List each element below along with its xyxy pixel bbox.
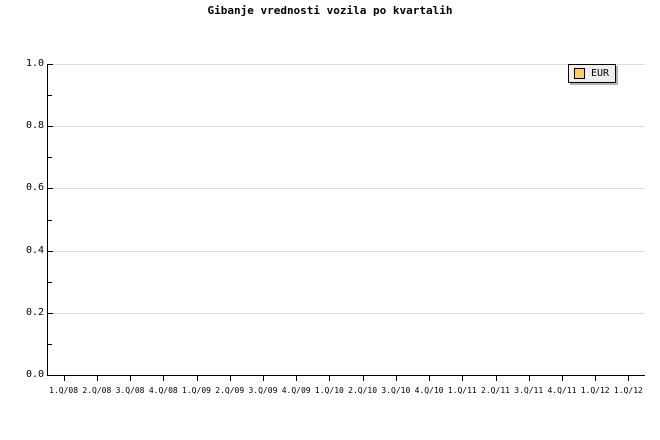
x-axis-tick bbox=[462, 376, 463, 381]
y-axis-tick bbox=[48, 126, 53, 128]
x-axis-tick bbox=[296, 376, 297, 381]
x-axis-tick bbox=[163, 376, 164, 381]
x-axis-tick bbox=[529, 376, 530, 381]
x-axis-tick-label: 4.Q/08 bbox=[148, 386, 178, 395]
x-axis-tick-label: 4.Q/10 bbox=[414, 386, 444, 395]
x-axis-tick-label: 2.Q/10 bbox=[348, 386, 378, 395]
y-axis-tick bbox=[48, 250, 53, 252]
x-axis-tick-label: 1.Q/08 bbox=[49, 386, 79, 395]
x-axis-tick-label: 3.Q/09 bbox=[248, 386, 278, 395]
x-axis-tick-label: 2.Q/08 bbox=[82, 386, 112, 395]
y-axis-tick bbox=[48, 375, 53, 376]
chart-title: Gibanje vrednosti vozila po kvartalih bbox=[207, 4, 453, 17]
x-axis-tick-label: 3.Q/11 bbox=[514, 386, 544, 395]
x-axis-tick bbox=[130, 376, 131, 381]
y-axis-minor-tick bbox=[48, 95, 52, 97]
y-axis-tick-label: 0.4 bbox=[25, 244, 44, 256]
y-axis-tick bbox=[48, 64, 53, 65]
x-axis-tick bbox=[496, 376, 497, 381]
gridline bbox=[47, 188, 645, 190]
x-axis-tick-label: 3.Q/08 bbox=[115, 386, 145, 395]
y-axis-minor-tick bbox=[48, 157, 52, 159]
x-axis-tick-label: 1.Q/10 bbox=[314, 386, 344, 395]
y-axis-tick-label: 0.2 bbox=[25, 306, 44, 318]
legend-label-eur: EUR bbox=[591, 68, 610, 79]
x-axis-tick bbox=[263, 376, 264, 381]
gridline bbox=[47, 126, 645, 128]
x-axis-tick bbox=[329, 376, 330, 381]
chart-legend[interactable]: EUR bbox=[568, 64, 617, 83]
x-axis-tick bbox=[562, 376, 563, 381]
gridline bbox=[47, 250, 645, 252]
x-axis-tick bbox=[64, 376, 65, 381]
x-axis-tick-label: 4.Q/11 bbox=[547, 386, 577, 395]
gridline bbox=[47, 64, 645, 65]
x-axis-tick-label: 1.Q/11 bbox=[447, 386, 477, 395]
x-axis-tick-label: 3.Q/10 bbox=[381, 386, 411, 395]
plot-area bbox=[47, 64, 645, 375]
x-axis-tick bbox=[396, 376, 397, 381]
x-axis-line bbox=[47, 375, 645, 376]
y-axis-tick-labels: 0.0 0.2 0.4 0.6 0.8 1.0 bbox=[0, 0, 44, 440]
gridline bbox=[47, 312, 645, 314]
x-axis-tick bbox=[97, 376, 98, 381]
x-axis-tick-label: 1.Q/09 bbox=[182, 386, 211, 395]
y-axis-tick-label: 0.0 bbox=[25, 369, 44, 380]
y-axis-tick bbox=[48, 312, 53, 314]
y-axis-tick-label: 0.6 bbox=[25, 182, 44, 194]
x-axis-tick bbox=[363, 376, 364, 381]
legend-swatch-eur bbox=[574, 68, 585, 79]
x-axis-tick-label: 1.Q/12 bbox=[613, 386, 643, 395]
y-axis-minor-tick bbox=[48, 219, 52, 221]
x-axis-tick bbox=[230, 376, 231, 381]
y-axis-minor-tick bbox=[48, 343, 52, 345]
x-axis-tick bbox=[628, 376, 629, 381]
x-axis-tick bbox=[197, 376, 198, 381]
y-axis-tick bbox=[48, 188, 53, 190]
y-axis-tick-label: 0.8 bbox=[25, 120, 44, 132]
x-axis-tick-label: 4.Q/09 bbox=[281, 386, 311, 395]
x-axis-tick-label: 2.Q/09 bbox=[215, 386, 245, 395]
y-axis-minor-tick bbox=[48, 281, 52, 283]
x-axis-tick bbox=[595, 376, 596, 381]
x-axis-tick-label: 1.Q/12 bbox=[580, 386, 610, 395]
x-axis-tick bbox=[429, 376, 430, 381]
x-axis-tick-label: 2.Q/11 bbox=[481, 386, 510, 395]
y-axis-tick-label: 1.0 bbox=[25, 58, 44, 69]
y-axis-line bbox=[47, 64, 48, 376]
